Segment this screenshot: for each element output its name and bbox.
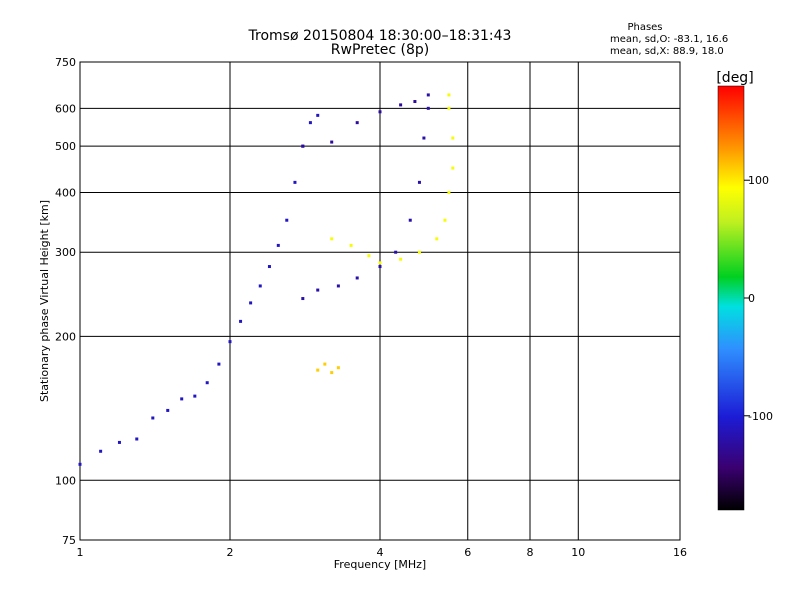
data-point — [293, 180, 297, 184]
data-point — [205, 381, 209, 385]
data-point — [447, 93, 451, 97]
data-point — [166, 408, 170, 412]
data-point — [117, 440, 121, 444]
data-point — [151, 416, 155, 420]
x-tick-label: 8 — [527, 546, 534, 559]
data-point — [426, 106, 430, 110]
y-tick-label: 200 — [55, 330, 76, 343]
data-point — [394, 250, 398, 254]
data-point — [447, 190, 451, 194]
y-tick-label: 600 — [55, 102, 76, 115]
chart-subtitle: RwPretec (8p) — [331, 42, 429, 58]
stats-line-x: mean, sd,X: 88.9, 18.0 — [610, 46, 724, 57]
x-tick-label: 10 — [571, 546, 585, 559]
grid-layer — [80, 62, 680, 540]
colorbar-tick-label: 100 — [748, 174, 769, 187]
colorbar-tick-label: 0 — [748, 292, 755, 305]
y-tick-label: 500 — [55, 140, 76, 153]
data-point — [308, 121, 312, 125]
x-tick-label: 16 — [673, 546, 687, 559]
data-point — [217, 362, 221, 366]
data-point — [323, 362, 327, 366]
data-point — [399, 103, 403, 107]
colorbar-ticks: 100 0 -100 — [744, 174, 773, 423]
data-point — [336, 366, 340, 370]
x-axis-label: Frequency [MHz] — [334, 558, 426, 571]
data-point — [367, 254, 371, 258]
data-point — [443, 218, 447, 222]
data-point — [276, 243, 280, 247]
colorbar-tick-label: -100 — [748, 410, 773, 423]
data-point — [239, 319, 243, 323]
data-point — [258, 284, 262, 288]
data-point — [408, 218, 412, 222]
data-point — [316, 113, 320, 117]
data-point — [301, 297, 305, 301]
y-tick-label: 300 — [55, 246, 76, 259]
tick-layer: 1 2 4 6 8 10 16 75 100 200 300 400 500 600 750 — [55, 56, 687, 559]
data-point — [426, 93, 430, 97]
data-point — [417, 250, 421, 254]
x-tick-label: 4 — [377, 546, 384, 559]
data-point — [336, 284, 340, 288]
x-tick-label: 6 — [464, 546, 471, 559]
data-point — [301, 144, 305, 148]
data-point — [422, 136, 426, 140]
y-tick-label: 100 — [55, 474, 76, 487]
data-point — [180, 397, 184, 401]
data-point — [249, 301, 253, 305]
data-point — [228, 340, 232, 344]
stats-heading: Phases — [627, 22, 662, 33]
y-axis-label: Stationary phase Virtual Height [km] — [38, 200, 51, 402]
data-point — [378, 110, 382, 114]
data-point — [99, 449, 103, 453]
y-tick-label: 400 — [55, 186, 76, 199]
data-point — [78, 462, 82, 466]
data-point — [413, 100, 417, 104]
data-point — [349, 243, 353, 247]
data-point — [330, 237, 334, 241]
data-point — [435, 237, 439, 241]
data-point — [267, 265, 271, 269]
data-point — [447, 106, 451, 110]
data-point — [135, 437, 139, 441]
data-points — [78, 93, 455, 466]
data-point — [451, 136, 455, 140]
data-point — [330, 140, 334, 144]
data-point — [378, 265, 382, 269]
stats-line-o: mean, sd,O: -83.1, 16.6 — [610, 34, 728, 45]
data-point — [193, 394, 197, 398]
colorbar-label: [deg] — [716, 70, 753, 86]
data-point — [316, 288, 320, 292]
data-point — [399, 257, 403, 261]
data-point — [316, 368, 320, 372]
data-point — [285, 218, 289, 222]
data-point — [378, 261, 382, 265]
data-point — [355, 121, 359, 125]
data-point — [330, 371, 334, 375]
data-point — [355, 276, 359, 280]
data-point — [451, 166, 455, 170]
chart-title: Tromsø 20150804 18:30:00–18:31:43 — [248, 28, 512, 44]
y-tick-label: 75 — [62, 534, 76, 547]
x-tick-label: 2 — [227, 546, 234, 559]
x-tick-label: 1 — [77, 546, 84, 559]
data-point — [417, 180, 421, 184]
colorbar — [717, 85, 745, 511]
y-tick-label: 750 — [55, 56, 76, 69]
